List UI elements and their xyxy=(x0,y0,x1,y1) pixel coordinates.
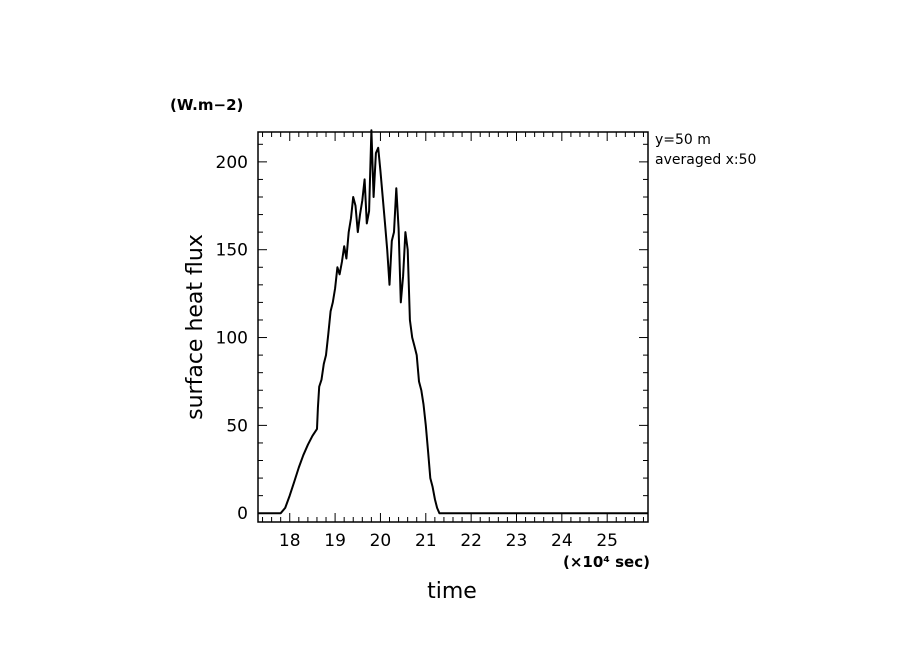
x-tick-label: 20 xyxy=(370,531,392,551)
y-tick-label: 150 xyxy=(216,241,248,261)
x-tick-label: 23 xyxy=(506,531,528,551)
ticks-group xyxy=(258,132,648,522)
x-tick-label: 19 xyxy=(324,531,346,551)
x-tick-label: 24 xyxy=(551,531,573,551)
annotation-y-position: y=50 m xyxy=(655,132,711,148)
x-tick-label: 18 xyxy=(279,531,301,551)
plot-frame-group xyxy=(257,131,649,523)
x-tick-label: 22 xyxy=(460,531,482,551)
y-tick-label: 50 xyxy=(226,416,248,436)
x-tick-label: 21 xyxy=(415,531,437,551)
y-tick-label: 200 xyxy=(216,153,248,173)
x-axis-title: time xyxy=(427,579,477,604)
x-unit-label: (×10⁴ sec) xyxy=(563,553,650,571)
series-line xyxy=(258,129,648,515)
tick-labels-group: 18 19 20 21 22 23 24 25 0 50 100 150 200 xyxy=(216,153,618,551)
plot-frame xyxy=(257,131,649,523)
x-tick-label: 25 xyxy=(596,531,618,551)
series-group xyxy=(258,129,648,515)
y-tick-label: 100 xyxy=(216,329,248,349)
y-axis-title: surface heat flux xyxy=(183,234,208,420)
y-tick-label: 0 xyxy=(237,504,248,524)
annotation-averaged: averaged x:50 xyxy=(655,152,756,168)
y-unit-label: (W.m−2) xyxy=(170,96,243,114)
